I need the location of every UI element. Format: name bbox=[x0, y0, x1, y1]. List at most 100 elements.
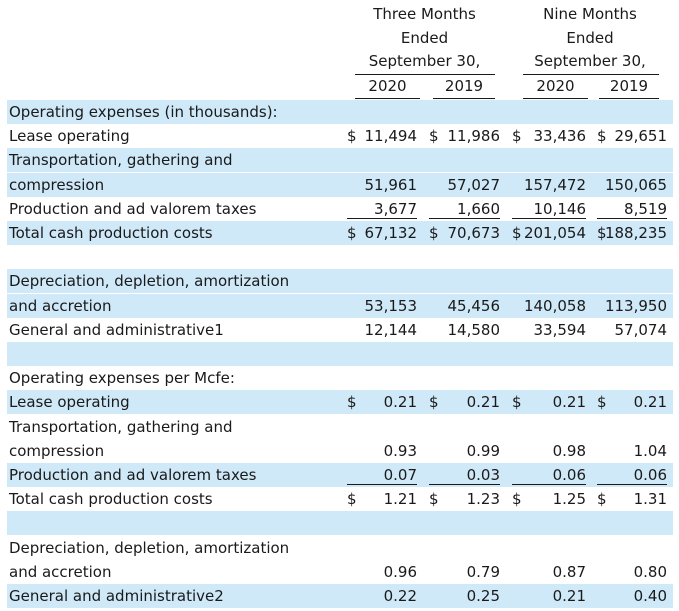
value-cell: 0.80 bbox=[633, 562, 667, 581]
value-cell: 0.99 bbox=[466, 441, 500, 460]
row-label: Operating expenses (in thousands): bbox=[9, 103, 278, 121]
table-row: Depreciation, depletion, amortization bbox=[7, 269, 673, 294]
year-header-2020-three: 2020 bbox=[355, 75, 420, 99]
value-cell: 0.06 bbox=[512, 463, 586, 485]
value-cell: 157,472 bbox=[523, 175, 586, 194]
row-label: compression bbox=[9, 175, 105, 194]
value-cell: 29,651 bbox=[614, 127, 668, 146]
row-label: Total cash production costs bbox=[9, 224, 213, 242]
currency-symbol: $ bbox=[597, 224, 607, 242]
currency-symbol: $ bbox=[512, 127, 522, 146]
value-cell: 0.21 bbox=[466, 393, 500, 412]
table-row: Total cash production costs $ $ $ $1.21 1.23 1… bbox=[7, 487, 673, 511]
currency-symbol: $ bbox=[429, 127, 439, 146]
value-cell: 0.07 bbox=[347, 463, 417, 485]
value-cell: 0.21 bbox=[552, 587, 586, 605]
value-cell: 14,580 bbox=[447, 320, 501, 339]
value-cell: 150,065 bbox=[604, 175, 667, 194]
value-cell: 70,673 bbox=[447, 224, 501, 242]
table-row: and accretion 53,153 45,456 140,058 113,950 bbox=[7, 293, 673, 318]
value-cell: 113,950 bbox=[604, 296, 667, 315]
header-nine-line-3: September 30, bbox=[534, 52, 646, 70]
row-label: Lease operating bbox=[9, 393, 130, 412]
header-nine-underline bbox=[523, 74, 659, 75]
currency-symbol: $ bbox=[347, 127, 357, 146]
value-cell: 1.04 bbox=[633, 441, 667, 460]
row-label: Lease operating bbox=[9, 127, 130, 146]
currency-symbol: $ bbox=[597, 127, 607, 146]
value-cell: 51,961 bbox=[364, 175, 418, 194]
header-nine-months: Nine Months Ended September 30, bbox=[528, 3, 652, 74]
table-row: Depreciation, depletion, amortization bbox=[7, 536, 673, 560]
row-label: Transportation, gathering and bbox=[9, 151, 233, 170]
header-three-line-1: Three Months bbox=[373, 5, 476, 23]
value-cell: 0.96 bbox=[383, 562, 417, 581]
value-cell: 0.21 bbox=[383, 393, 417, 412]
table-row: Lease operating $ $ $ $0.21 0.21 0.21 0.21 bbox=[7, 390, 673, 415]
value-cell: 0.21 bbox=[552, 393, 586, 412]
header-three-months: Three Months Ended September 30, bbox=[362, 3, 487, 74]
currency-symbol: $ bbox=[347, 224, 357, 242]
currency-symbol: $ bbox=[597, 490, 607, 509]
table-row: compression 51,961 57,027 157,472 150,065 bbox=[7, 172, 673, 197]
value-cell: 1.31 bbox=[633, 490, 667, 509]
value-cell: 11,986 bbox=[447, 127, 501, 146]
value-cell: 1.21 bbox=[383, 490, 417, 509]
table-row bbox=[7, 245, 673, 269]
value-cell: 0.98 bbox=[552, 441, 586, 460]
value-cell: 188,235 bbox=[604, 224, 667, 242]
year-header-2020-nine: 2020 bbox=[523, 75, 588, 99]
value-cell: 0.79 bbox=[466, 562, 500, 581]
table-row: Lease operating $ $ $ $11,494 11,986 33,436 29,… bbox=[7, 124, 673, 148]
value-cell: 33,436 bbox=[533, 127, 587, 146]
table-row bbox=[7, 342, 673, 366]
table-row: Transportation, gathering and bbox=[7, 148, 673, 173]
table-row: Production and ad valorem taxes 0.07 0.03 0… bbox=[7, 463, 673, 487]
table-row bbox=[7, 511, 673, 536]
table-row: Transportation, gathering and bbox=[7, 415, 673, 439]
header-nine-line-2: Ended bbox=[566, 28, 614, 47]
value-cell: 1,660 bbox=[429, 197, 500, 219]
currency-symbol: $ bbox=[429, 393, 439, 412]
row-label: Production and ad valorem taxes bbox=[9, 466, 257, 484]
currency-symbol: $ bbox=[347, 490, 357, 509]
row-label: and accretion bbox=[9, 296, 112, 315]
currency-symbol: $ bbox=[512, 490, 522, 509]
value-cell: 0.22 bbox=[383, 587, 417, 605]
header-nine-line-1: Nine Months bbox=[543, 5, 637, 23]
value-cell: 45,456 bbox=[447, 296, 501, 315]
table-row: Operating expenses (in thousands): bbox=[7, 100, 673, 124]
row-label: Depreciation, depletion, amortization bbox=[9, 538, 290, 557]
currency-symbol: $ bbox=[512, 224, 522, 242]
value-cell: 53,153 bbox=[364, 296, 418, 315]
table-row: Operating expenses per Mcfe: bbox=[7, 366, 673, 390]
row-label: General and administrative2 bbox=[9, 587, 224, 605]
table-row: compression 0.93 0.99 0.98 1.04 bbox=[7, 439, 673, 463]
value-cell: 0.40 bbox=[633, 587, 667, 605]
value-cell: 0.87 bbox=[552, 562, 586, 581]
value-cell: 8,519 bbox=[597, 197, 667, 219]
header-three-underline bbox=[355, 74, 495, 75]
value-cell: 12,144 bbox=[364, 320, 418, 339]
table-row: Total cash production costs $ $ $ $67,132 70,… bbox=[7, 221, 673, 245]
header-three-line-2: Ended bbox=[400, 28, 449, 47]
value-cell: 1.23 bbox=[466, 490, 500, 509]
value-cell: 0.25 bbox=[466, 587, 500, 605]
value-cell: 0.21 bbox=[633, 393, 667, 412]
value-cell: 57,074 bbox=[614, 320, 668, 339]
row-label: Depreciation, depletion, amortization bbox=[9, 272, 290, 291]
row-label: Transportation, gathering and bbox=[9, 417, 233, 436]
table-row: Production and ad valorem taxes 3,677 1,66… bbox=[7, 197, 673, 221]
value-cell: 0.93 bbox=[383, 441, 417, 460]
row-label: Production and ad valorem taxes bbox=[9, 199, 257, 218]
value-cell: 57,027 bbox=[447, 175, 501, 194]
year-header-2019-nine: 2019 bbox=[599, 75, 659, 99]
value-cell: 11,494 bbox=[364, 127, 418, 146]
row-label: General and administrative1 bbox=[9, 320, 224, 339]
value-cell: 10,146 bbox=[512, 197, 586, 219]
table-row: General and administrative1 12,144 14,580 3… bbox=[7, 318, 673, 342]
value-cell: 1.25 bbox=[552, 490, 586, 509]
table-row: and accretion 0.96 0.79 0.87 0.80 bbox=[7, 560, 673, 584]
header-three-line-3: September 30, bbox=[368, 52, 481, 70]
value-cell: 3,677 bbox=[347, 197, 417, 219]
